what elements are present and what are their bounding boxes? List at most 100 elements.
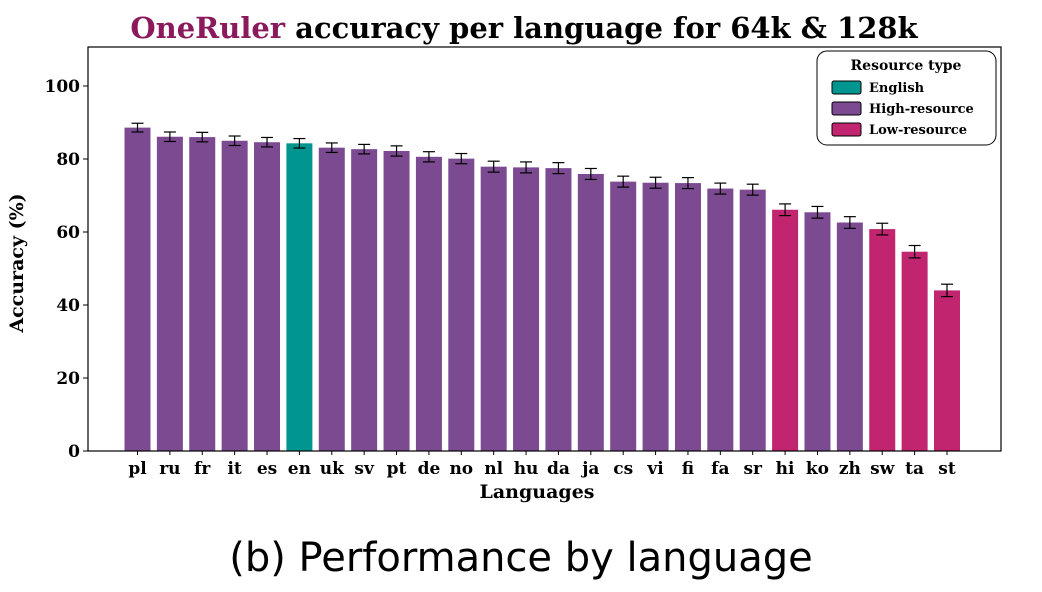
y-tick-label-100: 100: [45, 77, 81, 97]
x-tick-label-de: de: [418, 459, 441, 479]
bar-de: [415, 156, 442, 451]
bar-nl: [480, 166, 507, 451]
legend-entry-english: English: [831, 80, 925, 96]
x-tick-label-cs: cs: [613, 459, 633, 479]
error-bar-pl: [131, 122, 144, 133]
bar-ja: [577, 173, 604, 451]
error-bar-nl: [487, 160, 500, 173]
bar-ru: [156, 136, 183, 452]
x-tick-label-it: it: [227, 459, 241, 479]
error-bar-hi: [779, 203, 792, 217]
legend-label: Low-resource: [869, 123, 967, 138]
chart-title-highlight: OneRuler: [130, 11, 285, 45]
chart-title-rest: accuracy per language for 64k & 128k: [285, 11, 918, 45]
error-bar-it: [228, 135, 241, 147]
bar-fr: [189, 137, 216, 451]
error-bar-ru: [163, 131, 176, 143]
x-tick-label-no: no: [449, 459, 473, 479]
bar-ko: [804, 212, 831, 451]
bar-cs: [610, 181, 637, 451]
x-tick-label-vi: vi: [646, 459, 664, 479]
bar-hu: [513, 167, 540, 451]
error-bar-da: [552, 162, 565, 175]
x-tick-label-ja: ja: [580, 459, 599, 479]
bar-sv: [351, 149, 378, 451]
bar-vi: [642, 182, 669, 452]
error-bar-cs: [617, 175, 630, 188]
x-tick-label-fa: fa: [711, 459, 729, 479]
error-bar-ja: [584, 167, 597, 181]
x-tick-label-pt: pt: [387, 459, 407, 479]
error-bar-fi: [681, 177, 694, 190]
error-bar-fr: [196, 131, 209, 143]
bar-ta: [901, 251, 928, 451]
x-tick-label-pl: pl: [128, 459, 147, 479]
chart-title: OneRuler accuracy per language for 64k &…: [130, 11, 918, 45]
error-bar-no: [455, 152, 468, 165]
y-tick-label-80: 80: [56, 150, 80, 170]
error-bar-vi: [649, 176, 662, 189]
y-tick-label-0: 0: [68, 442, 80, 462]
error-bar-zh: [843, 216, 856, 229]
y-axis: 0 20 40 60 80 100: [45, 77, 88, 462]
error-bar-ta: [908, 244, 921, 259]
x-tick-label-ta: ta: [905, 459, 924, 479]
y-tick-label-20: 20: [56, 369, 80, 389]
x-tick-label-da: da: [547, 459, 570, 479]
x-tick-label-sw: sw: [870, 459, 895, 479]
legend-label: English: [869, 81, 925, 96]
x-tick-label-sr: sr: [743, 459, 763, 479]
bar-it: [221, 140, 248, 451]
x-tick-label-hi: hi: [776, 459, 795, 479]
error-bars-layer: [131, 122, 953, 298]
error-bar-de: [422, 151, 435, 163]
x-tick-label-fi: fi: [682, 459, 694, 479]
x-tick-label-ru: ru: [159, 459, 180, 479]
y-tick-label-60: 60: [56, 223, 80, 243]
x-tick-label-ko: ko: [806, 459, 829, 479]
bar-en: [286, 143, 313, 451]
x-tick-label-hu: hu: [514, 459, 539, 479]
error-bar-pt: [390, 145, 403, 157]
x-tick-label-uk: uk: [320, 459, 345, 479]
bar-pl: [124, 127, 151, 452]
error-bar-sv: [358, 143, 371, 155]
bar-pt: [383, 150, 410, 451]
figure-caption: (b) Performance by language: [229, 535, 813, 581]
error-bar-fa: [714, 182, 727, 195]
bar-zh: [836, 222, 863, 451]
bar-es: [254, 142, 281, 451]
x-tick-label-nl: nl: [484, 459, 503, 479]
legend: Resource type English High-resource Low-re…: [816, 50, 997, 146]
bar-fa: [707, 188, 734, 451]
error-bar-sr: [746, 183, 759, 196]
bar-fi: [674, 183, 701, 451]
bar-no: [448, 158, 475, 451]
y-axis-label: Accuracy (%): [6, 193, 28, 333]
error-bar-ko: [811, 205, 824, 219]
bars-layer: [124, 127, 960, 452]
x-tick-label-st: st: [938, 459, 956, 479]
error-bar-hu: [520, 161, 533, 174]
legend-title: Resource type: [851, 58, 962, 74]
x-axis-label: Languages: [480, 481, 595, 503]
error-bar-st: [941, 283, 953, 298]
bar-da: [545, 168, 572, 452]
y-tick-label-40: 40: [56, 296, 80, 316]
bar-sr: [739, 189, 766, 451]
x-tick-label-sv: sv: [354, 459, 375, 479]
error-bar-en: [293, 137, 306, 149]
bar-uk: [318, 147, 345, 451]
x-tick-label-en: en: [288, 459, 311, 479]
legend-frame: [816, 50, 997, 146]
legend-entry-high-resource: High-resource: [831, 101, 974, 117]
error-bar-uk: [325, 142, 338, 154]
bar-st: [934, 290, 960, 451]
legend-entry-low-resource: Low-resource: [831, 122, 967, 138]
x-axis: pl ru fr it es en uk sv pt de no nl hu da ja cs vi fi fa sr…: [128, 451, 956, 479]
x-tick-label-zh: zh: [839, 459, 861, 479]
error-bar-sw: [876, 222, 889, 236]
legend-label: High-resource: [869, 102, 974, 117]
plot-frame: [87, 46, 1002, 452]
